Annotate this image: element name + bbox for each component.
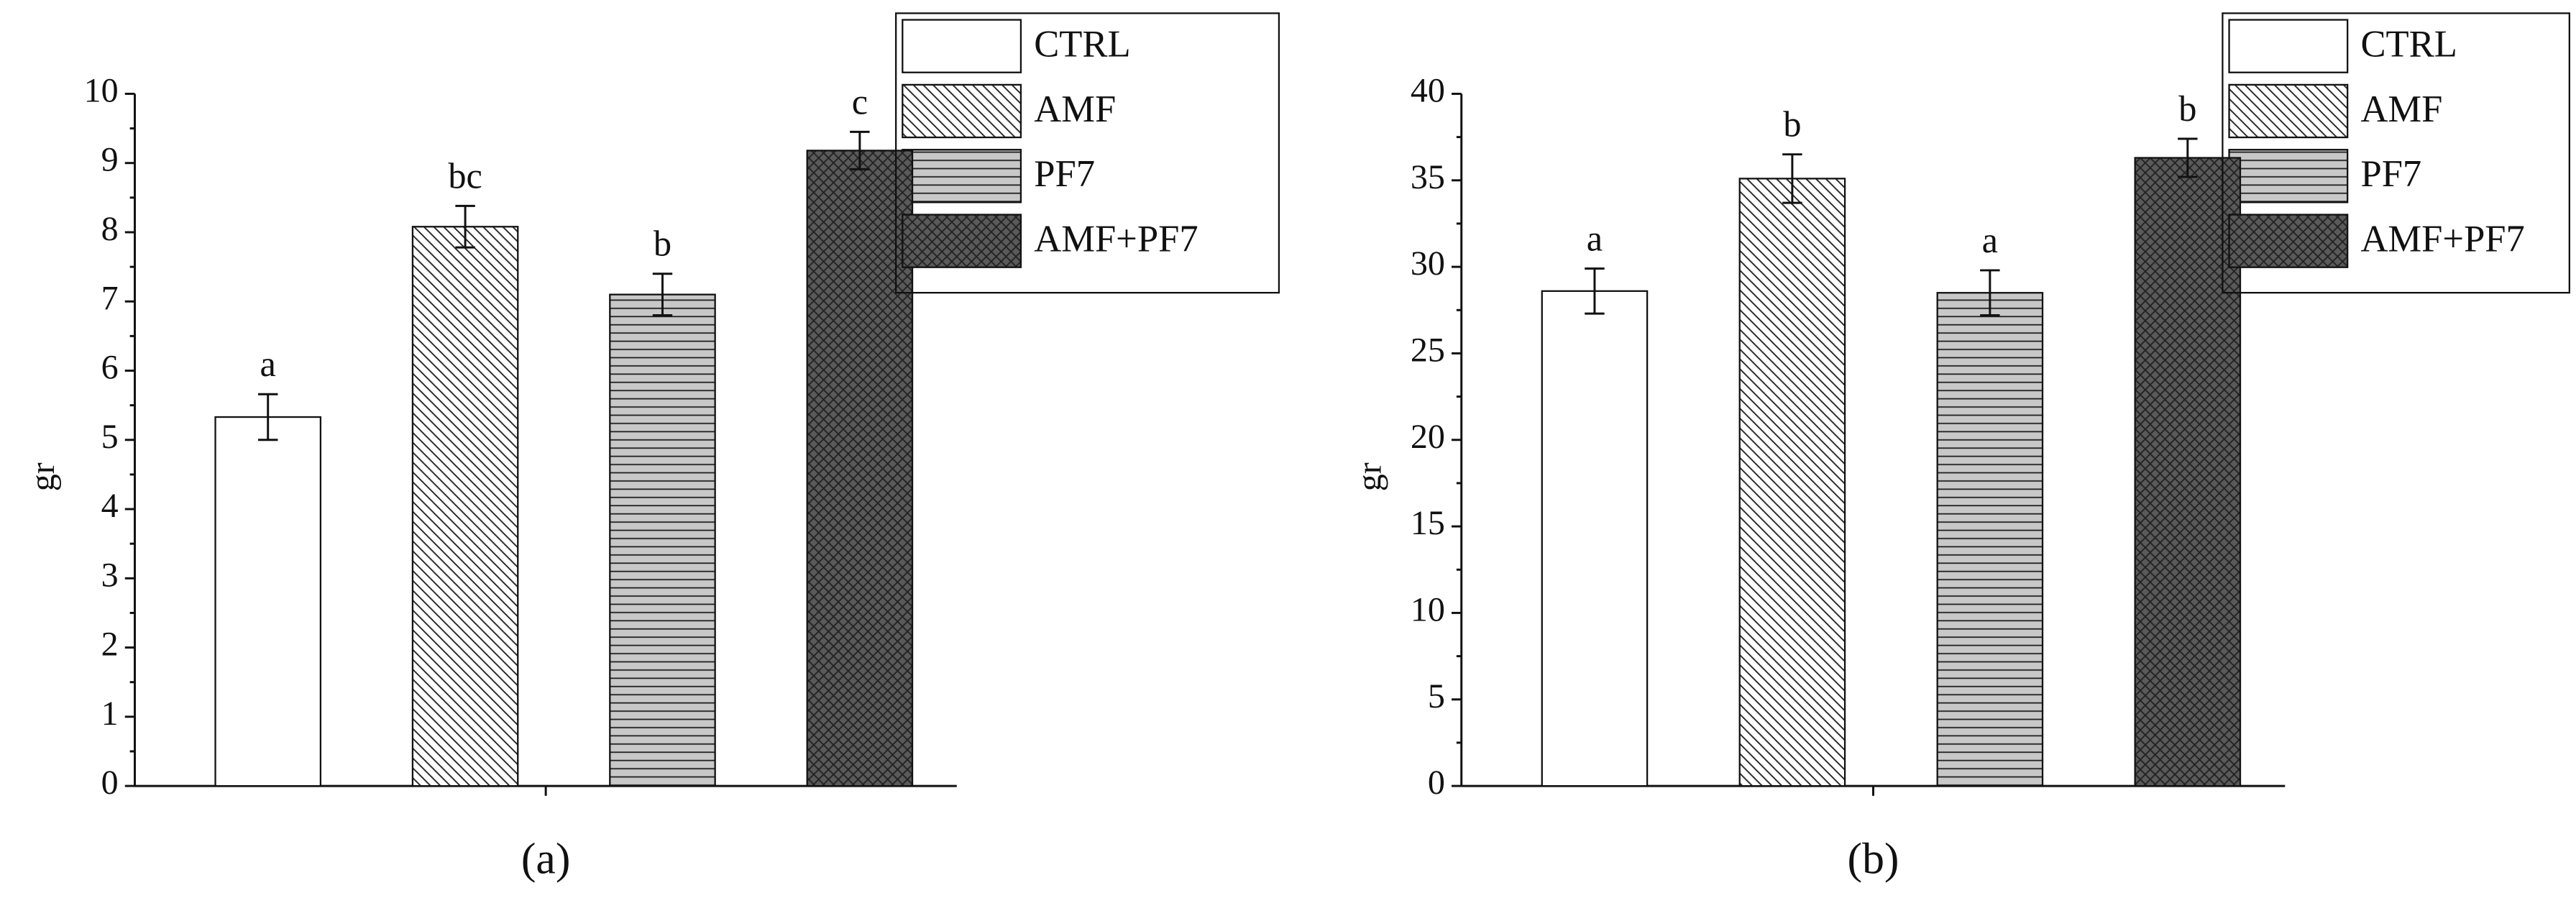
bar (806, 150, 914, 787)
y-axis-label: gr (24, 462, 62, 491)
legend-label: AMF (1034, 88, 1116, 130)
y-tick-label: 20 (1411, 418, 1445, 456)
error-bar (455, 204, 475, 249)
y-tick-label: 40 (1411, 71, 1445, 109)
y-tick-label: 25 (1411, 331, 1445, 369)
y-tick-label: 1 (101, 695, 119, 733)
error-bar (257, 393, 278, 441)
bar (1738, 178, 1846, 787)
bar (411, 226, 519, 787)
significance-label: b (654, 224, 671, 264)
legend-swatch (2228, 149, 2349, 203)
legend-swatch (2228, 214, 2349, 268)
bar (214, 416, 322, 787)
panel-label: (a) (521, 835, 571, 884)
legend-swatch (2228, 19, 2349, 73)
legend-label: AMF (2360, 88, 2442, 130)
legend-label: AMF+PF7 (1034, 218, 1198, 260)
y-tick-label: 5 (101, 418, 119, 456)
error-bar (652, 273, 673, 316)
legend-swatch (902, 19, 1022, 73)
panel-label: (b) (1848, 835, 1899, 884)
legend-swatch (2228, 83, 2349, 139)
significance-label: bc (448, 155, 482, 196)
significance-label: a (260, 344, 276, 384)
legend-label: PF7 (2360, 153, 2421, 195)
y-tick-label: 30 (1411, 244, 1445, 283)
y-tick-label: 3 (101, 556, 119, 594)
legend-label: AMF+PF7 (2360, 218, 2524, 260)
y-tick-label: 2 (101, 626, 119, 664)
y-tick-label: 9 (101, 141, 119, 179)
legend-swatch (902, 83, 1022, 139)
y-tick-label: 8 (101, 210, 119, 248)
y-tick-label: 35 (1411, 158, 1445, 196)
legend-label: CTRL (1034, 24, 1130, 65)
y-tick-label: 10 (84, 71, 119, 109)
significance-label: b (2178, 88, 2196, 129)
bar (2134, 157, 2242, 787)
y-tick-label: 0 (101, 764, 119, 802)
y-axis-label: gr (1350, 462, 1388, 491)
y-tick-label: 10 (1411, 590, 1445, 628)
significance-label: a (1982, 220, 1998, 260)
legend-swatch (902, 214, 1022, 268)
significance-label: a (1587, 218, 1603, 258)
legend-box (2222, 12, 2570, 294)
error-bar (1782, 153, 1802, 204)
legend-label: PF7 (1034, 153, 1095, 195)
y-tick-label: 0 (1428, 764, 1445, 802)
bar (1936, 292, 2044, 787)
legend-label: CTRL (2360, 24, 2457, 65)
y-tick-label: 6 (101, 349, 119, 387)
significance-label: c (852, 81, 868, 122)
error-bar (2178, 137, 2198, 178)
y-tick-label: 15 (1411, 504, 1445, 542)
legend-swatch (902, 149, 1022, 203)
y-tick-label: 5 (1428, 677, 1445, 715)
y-tick-label: 4 (101, 487, 119, 525)
error-bar (850, 130, 870, 170)
error-bar (1980, 269, 2000, 316)
y-tick-label: 7 (101, 279, 119, 317)
significance-label: b (1783, 104, 1801, 145)
bar (1541, 290, 1649, 787)
bar (609, 293, 716, 787)
error-bar (1585, 267, 1605, 315)
legend-box (895, 12, 1280, 294)
